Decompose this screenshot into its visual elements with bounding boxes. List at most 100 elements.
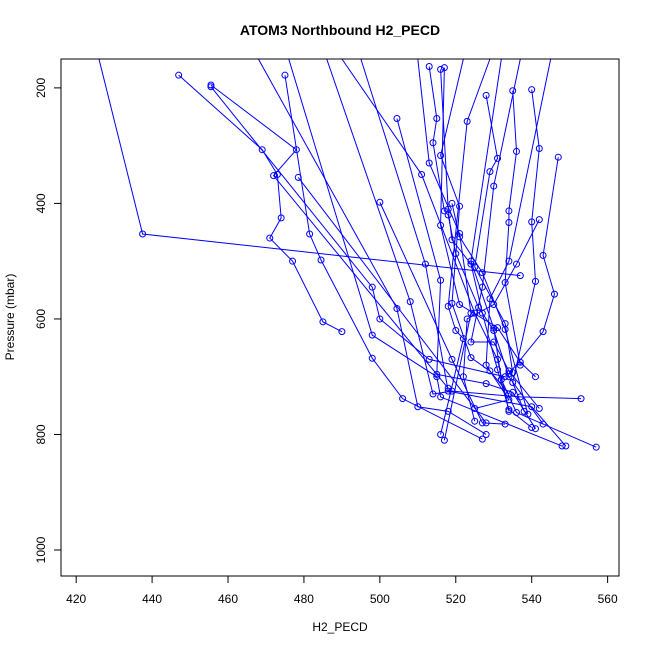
data-point xyxy=(425,159,433,167)
data-point xyxy=(501,325,509,333)
plot-frame xyxy=(60,58,620,577)
data-point xyxy=(471,404,479,412)
data-point xyxy=(490,324,498,332)
data-point xyxy=(505,207,513,215)
data-point xyxy=(478,435,486,443)
data-point xyxy=(393,114,401,122)
data-point xyxy=(505,367,513,375)
data-point xyxy=(452,250,460,258)
data-point xyxy=(266,234,274,242)
data-point xyxy=(528,403,536,411)
x-tick-label: 480 xyxy=(294,592,314,606)
data-point xyxy=(471,417,479,425)
data-point xyxy=(482,430,490,438)
data-point xyxy=(448,387,456,395)
data-point xyxy=(467,257,475,265)
data-point xyxy=(463,117,471,125)
data-point xyxy=(539,251,547,259)
data-point xyxy=(459,373,467,381)
data-point xyxy=(444,387,452,395)
series-line xyxy=(512,89,540,412)
series-line xyxy=(504,90,521,366)
data-point xyxy=(429,139,437,147)
series-line xyxy=(210,86,506,378)
data-point xyxy=(368,283,376,291)
data-point xyxy=(258,146,266,154)
series-line xyxy=(98,59,521,277)
data-point xyxy=(437,151,445,159)
series-lines xyxy=(98,59,597,448)
data-point xyxy=(139,230,147,238)
data-point xyxy=(273,171,281,179)
series-line xyxy=(326,59,582,400)
data-point xyxy=(456,202,464,210)
data-point xyxy=(497,376,505,384)
data-point xyxy=(505,407,513,415)
data-point xyxy=(368,331,376,339)
data-point xyxy=(505,396,513,404)
data-point xyxy=(528,424,536,432)
data-point xyxy=(425,355,433,363)
data-point xyxy=(539,420,547,428)
chart-title: ATOM3 Northbound H2_PECD xyxy=(240,22,440,38)
data-point xyxy=(524,410,532,418)
data-point xyxy=(486,295,494,303)
data-point xyxy=(494,324,502,332)
data-point xyxy=(292,146,300,154)
x-tick-label: 440 xyxy=(142,592,162,606)
data-point xyxy=(550,290,558,298)
data-point xyxy=(505,218,513,226)
data-point xyxy=(425,63,433,71)
data-point xyxy=(418,171,426,179)
series-line xyxy=(451,203,529,415)
data-point xyxy=(433,370,441,378)
series-line xyxy=(284,75,483,440)
data-point xyxy=(486,168,494,176)
data-point xyxy=(482,91,490,99)
data-point xyxy=(175,71,183,79)
series-line xyxy=(440,59,491,435)
data-point xyxy=(433,373,441,381)
data-point xyxy=(270,172,278,180)
y-tick-label: 800 xyxy=(34,424,48,444)
series-line xyxy=(470,59,540,409)
data-point xyxy=(456,301,464,309)
data-point xyxy=(207,81,215,89)
y-axis-label: Pressure (mbar) xyxy=(3,274,17,361)
data-point xyxy=(490,182,498,190)
data-point xyxy=(376,315,384,323)
x-axis-label: H2_PECD xyxy=(312,620,368,634)
series-line xyxy=(428,66,544,425)
x-tick-label: 460 xyxy=(218,592,238,606)
x-tick-label: 560 xyxy=(598,592,618,606)
data-point xyxy=(444,302,452,310)
data-point xyxy=(368,354,376,362)
data-point xyxy=(414,403,422,411)
y-axis: 200 400 600 800 1000 xyxy=(34,78,62,563)
data-point xyxy=(528,218,536,226)
data-point xyxy=(531,277,539,285)
series-line xyxy=(288,59,563,447)
data-point xyxy=(440,64,448,72)
data-point xyxy=(535,404,543,412)
data-point xyxy=(554,153,562,161)
data-point xyxy=(440,207,448,215)
data-point xyxy=(486,367,494,375)
data-point xyxy=(501,279,509,287)
data-point xyxy=(478,419,486,427)
y-tick-label: 400 xyxy=(34,193,48,213)
data-point xyxy=(501,420,509,428)
data-point xyxy=(376,198,384,206)
data-point xyxy=(319,318,327,326)
data-point xyxy=(509,378,517,386)
data-point xyxy=(531,373,539,381)
data-point xyxy=(516,272,524,280)
data-point xyxy=(463,315,471,323)
data-point xyxy=(478,283,486,291)
data-point xyxy=(456,233,464,241)
data-point xyxy=(437,221,445,229)
data-point xyxy=(437,393,445,401)
data-point xyxy=(516,393,524,401)
data-point xyxy=(513,260,521,268)
y-tick-label: 1000 xyxy=(34,536,48,563)
